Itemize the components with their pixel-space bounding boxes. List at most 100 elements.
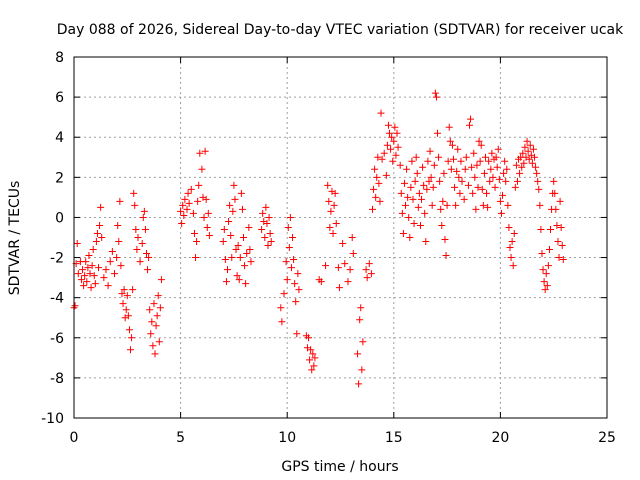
- data-point: [219, 238, 227, 246]
- data-point: [501, 157, 509, 165]
- data-point: [246, 246, 254, 254]
- data-point: [512, 161, 520, 169]
- data-point: [326, 223, 334, 231]
- data-point: [243, 250, 251, 258]
- data-point: [558, 242, 566, 250]
- data-point: [325, 197, 333, 205]
- data-point: [324, 181, 332, 189]
- data-point: [106, 258, 114, 266]
- data-point: [496, 197, 504, 205]
- data-point: [377, 109, 385, 117]
- data-point: [428, 201, 436, 209]
- data-point: [284, 223, 292, 231]
- data-point: [289, 234, 297, 241]
- data-point: [311, 354, 319, 362]
- data-point: [142, 250, 150, 258]
- data-point: [116, 197, 124, 205]
- data-point: [283, 276, 291, 284]
- data-point: [436, 177, 444, 185]
- data-point: [358, 366, 366, 374]
- data-point: [449, 155, 457, 163]
- data-point: [181, 195, 189, 203]
- data-point: [552, 205, 560, 213]
- data-point: [535, 185, 543, 193]
- data-point: [513, 177, 521, 185]
- data-point: [532, 163, 540, 171]
- data-point: [204, 209, 212, 217]
- data-point: [390, 137, 398, 145]
- data-point: [495, 175, 503, 183]
- data-point: [442, 252, 450, 260]
- data-point: [408, 157, 416, 165]
- data-point: [518, 163, 526, 171]
- data-point: [533, 169, 541, 177]
- data-point: [236, 254, 244, 262]
- data-point: [123, 292, 131, 300]
- data-point: [85, 252, 93, 260]
- plot-frame: [73, 56, 608, 419]
- data-point: [108, 248, 116, 256]
- data-point: [444, 157, 452, 165]
- data-point: [100, 274, 108, 282]
- data-point: [452, 201, 460, 209]
- data-point: [153, 312, 161, 320]
- data-point: [460, 195, 468, 203]
- data-point: [229, 207, 237, 215]
- y-tick-label: 4: [55, 130, 64, 146]
- data-point: [265, 213, 273, 221]
- data-point: [484, 203, 492, 211]
- data-point: [331, 189, 339, 197]
- data-point: [421, 209, 429, 217]
- data-point: [376, 197, 384, 205]
- data-point: [145, 254, 153, 262]
- data-point: [258, 225, 266, 233]
- data-point: [195, 181, 203, 189]
- data-point: [363, 274, 371, 282]
- data-point: [489, 173, 497, 181]
- data-point: [261, 234, 269, 241]
- y-tick-label: -10: [41, 411, 64, 427]
- data-point: [226, 201, 234, 209]
- data-point: [551, 189, 559, 197]
- data-point: [157, 276, 165, 284]
- data-point: [71, 302, 79, 310]
- data-point: [420, 181, 428, 189]
- data-point: [556, 197, 564, 205]
- data-point: [305, 334, 313, 342]
- data-point: [405, 213, 413, 221]
- data-point: [322, 262, 330, 270]
- data-point: [443, 201, 451, 209]
- data-point: [440, 169, 448, 177]
- data-point: [222, 278, 230, 286]
- data-point: [479, 201, 487, 209]
- data-point: [80, 282, 88, 290]
- data-point: [190, 229, 198, 237]
- data-point: [394, 143, 402, 151]
- data-point: [74, 270, 82, 278]
- data-point: [151, 350, 159, 358]
- data-point: [536, 201, 544, 209]
- data-point: [136, 258, 144, 266]
- y-tick-label: -2: [50, 251, 64, 267]
- data-point: [476, 157, 484, 165]
- data-point: [147, 330, 155, 338]
- data-point: [93, 229, 101, 237]
- data-point: [131, 201, 139, 209]
- data-point: [427, 173, 435, 181]
- data-point: [523, 137, 531, 145]
- data-point: [189, 209, 197, 217]
- data-point: [526, 141, 534, 149]
- data-point: [519, 149, 527, 157]
- data-point: [529, 145, 537, 153]
- data-point: [203, 223, 211, 231]
- data-point: [398, 209, 406, 217]
- data-point: [184, 189, 192, 197]
- data-point: [356, 316, 364, 324]
- data-point: [262, 203, 270, 211]
- data-point: [237, 189, 245, 197]
- data-point: [431, 89, 439, 97]
- data-point: [424, 157, 432, 165]
- data-point: [474, 183, 482, 191]
- y-tick-label: 2: [55, 170, 64, 186]
